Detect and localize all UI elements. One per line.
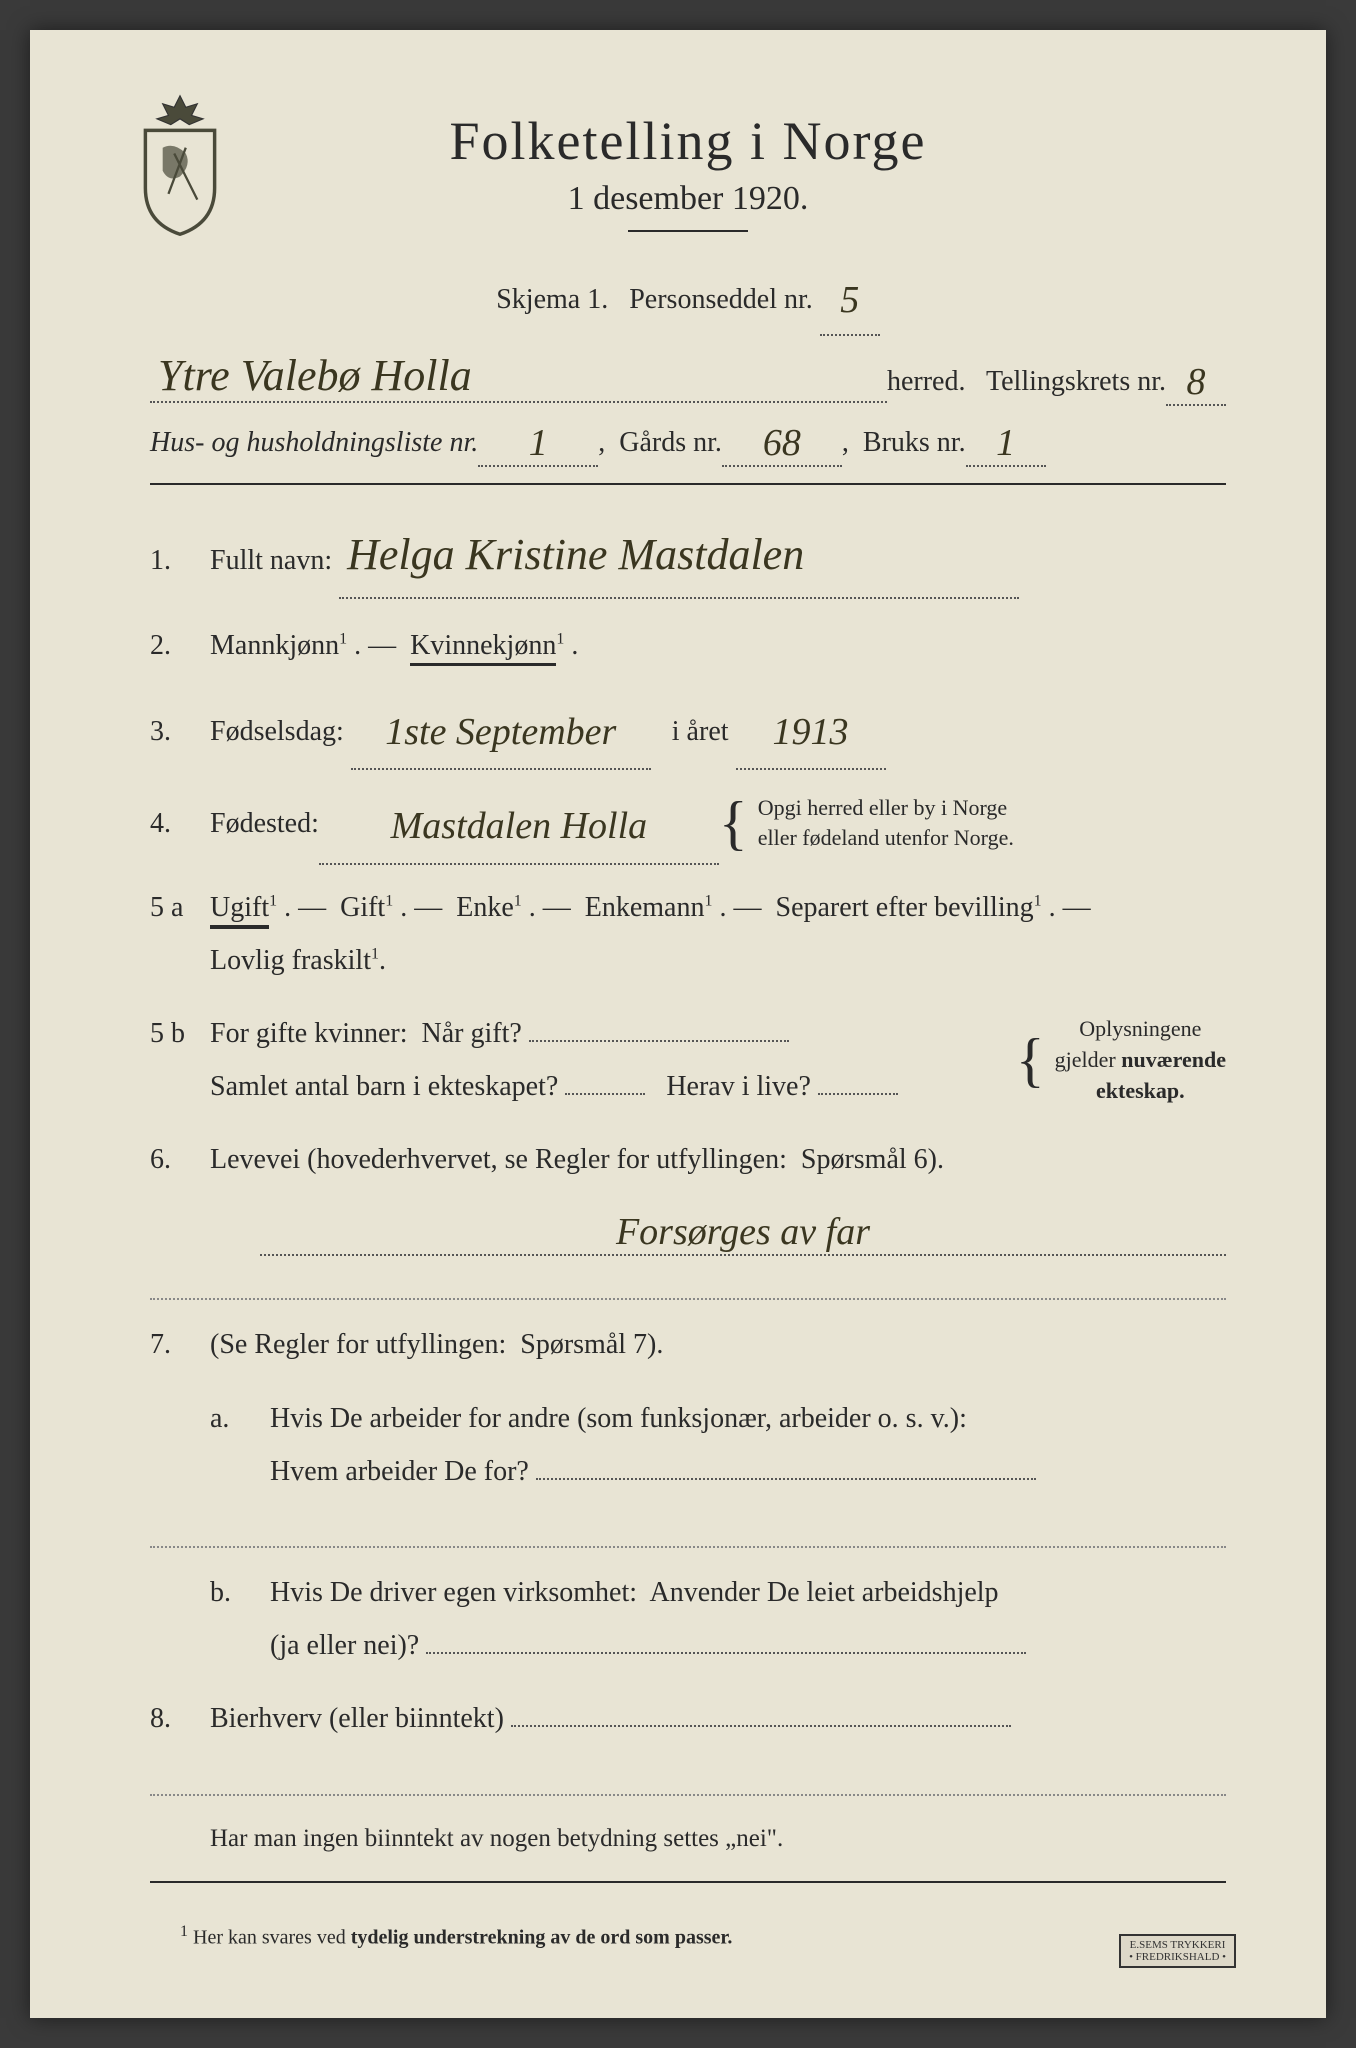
q5b-label3: Herav i live? [666,1071,811,1102]
q4-label: Fødested: [210,797,319,850]
herred-name: Ytre Valebø Holla [150,350,887,403]
q7a-label2: Hvem arbeider De for? [270,1456,529,1487]
question-6: 6. Levevei (hovederhvervet, se Regler fo… [150,1133,1226,1186]
q7b-value [426,1652,1026,1654]
hus-line: Hus- og husholdningsliste nr. 1 , Gårds … [150,417,1226,463]
herred-line: Ytre Valebø Holla herred. Tellingskrets … [150,350,1226,403]
q7a-value [536,1478,1036,1480]
q5a-enke: Enke [456,892,514,923]
q5b-live [818,1093,898,1095]
header-divider [628,230,748,232]
q7b-label2: (ja eller nei)? [270,1630,419,1661]
q5b-note: Oplysningene gjelder nuværende ekteskap. [1055,1014,1226,1106]
question-2: 2. Mannkjønn1 . — Kvinnekjønn1 . [150,619,1226,672]
q4-note: Opgi herred eller by i Norge eller fødel… [758,793,1014,855]
q5a-gift: Gift [340,892,385,923]
form-title: Folketelling i Norge [150,110,1226,172]
q8-value [511,1725,1011,1727]
q8-label: Bierhverv (eller biinntekt) [210,1703,504,1734]
q7-num: 7. [150,1318,210,1371]
q6-value: Forsørges av far [260,1210,1226,1256]
q3-year: 1913 [736,696,886,770]
q2-female: Kvinnekjønn [410,630,556,666]
q5b-gift-year [529,1040,789,1042]
question-7b: b. Hvis De driver egen virksomhet: Anven… [150,1566,1226,1672]
q5a-fraskilt: Lovlig fraskilt [210,945,371,976]
norway-coat-of-arms-icon [120,90,240,240]
skjema-label: Skjema 1. Personseddel nr. [496,284,813,315]
brace-icon: { [719,808,748,838]
census-form-page: Folketelling i Norge 1 desember 1920. Sk… [30,30,1326,2018]
q7-label: (Se Regler for utfyllingen: Spørsmål 7). [210,1329,663,1360]
q5a-ugift: Ugift [210,892,269,929]
question-4: 4. Fødested: Mastdalen Holla { Opgi herr… [150,786,1226,860]
skjema-line: Skjema 1. Personseddel nr. 5 [150,262,1226,332]
q1-value: Helga Kristine Mastdalen [339,513,1019,599]
footnote: 1 Her kan svares ved tydelig understrekn… [150,1923,1226,1950]
hus-nr: 1 [478,421,598,467]
question-7: 7. (Se Regler for utfyllingen: Spørsmål … [150,1318,1226,1371]
printer-stamp: E.SEMS TRYKKERI • FREDRIKSHALD • [1119,1934,1236,1968]
q5b-label1: For gifte kvinner: Når gift? [210,1018,522,1049]
q6-num: 6. [150,1133,210,1186]
blank-line [150,1766,1226,1796]
q3-year-label: i året [672,716,729,747]
q2-num: 2. [150,619,210,672]
q5a-num: 5 a [150,881,210,934]
q5b-num: 5 b [150,1007,210,1060]
q2-male: Mannkjønn [210,630,339,661]
question-1: 1. Fullt navn: Helga Kristine Mastdalen [150,513,1226,599]
q3-label: Fødselsdag: [210,716,344,747]
form-date: 1 desember 1920. [150,180,1226,218]
brace-icon: { [1016,1045,1045,1075]
personseddel-nr: 5 [820,266,880,336]
main-divider [150,483,1226,485]
q5a-separert: Separert efter bevilling [776,892,1034,923]
q7a-label1: Hvis De arbeider for andre (som funksjon… [270,1403,967,1434]
blank-line [150,1518,1226,1548]
q4-num: 4. [150,797,210,850]
q5b-barn [565,1093,645,1095]
q1-num: 1. [150,534,210,587]
question-5b: 5 b For gifte kvinner: Når gift? Samlet … [150,1007,1226,1113]
q7a-num: a. [210,1392,270,1445]
blank-line [150,1270,1226,1300]
hus-label: Hus- og husholdningsliste nr. [150,427,478,459]
tellingskrets-nr: 8 [1166,360,1226,406]
q6-label: Levevei (hovederhvervet, se Regler for u… [210,1144,944,1175]
bruks-label: , Bruks nr. [842,427,966,459]
form-header: Folketelling i Norge 1 desember 1920. [150,110,1226,232]
q7b-label1: Hvis De driver egen virksomhet: Anvender… [270,1577,999,1608]
question-3: 3. Fødselsdag: 1ste September i året 191… [150,692,1226,766]
q4-value: Mastdalen Holla [319,790,719,864]
question-7a: a. Hvis De arbeider for andre (som funks… [150,1392,1226,1498]
q5a-enkemann: Enkemann [585,892,705,923]
gards-label: , Gårds nr. [598,427,722,459]
q1-label: Fullt navn: [210,545,332,576]
q3-num: 3. [150,705,210,758]
gards-nr: 68 [722,421,842,467]
q7b-num: b. [210,1566,270,1619]
footer-divider [150,1881,1226,1883]
q8-num: 8. [150,1692,210,1745]
bruks-nr: 1 [966,421,1046,467]
q6-answer-line: Forsørges av far [150,1206,1226,1252]
q3-day: 1ste September [351,696,651,770]
footer-note: Har man ingen biinntekt av nogen betydni… [150,1816,1226,1861]
herred-label: herred. Tellingskrets nr. [887,366,1166,398]
q5b-label2: Samlet antal barn i ekteskapet? [210,1071,558,1102]
question-8: 8. Bierhverv (eller biinntekt) [150,1692,1226,1745]
question-5a: 5 a Ugift1 . — Gift1 . — Enke1 . — Enkem… [150,881,1226,987]
